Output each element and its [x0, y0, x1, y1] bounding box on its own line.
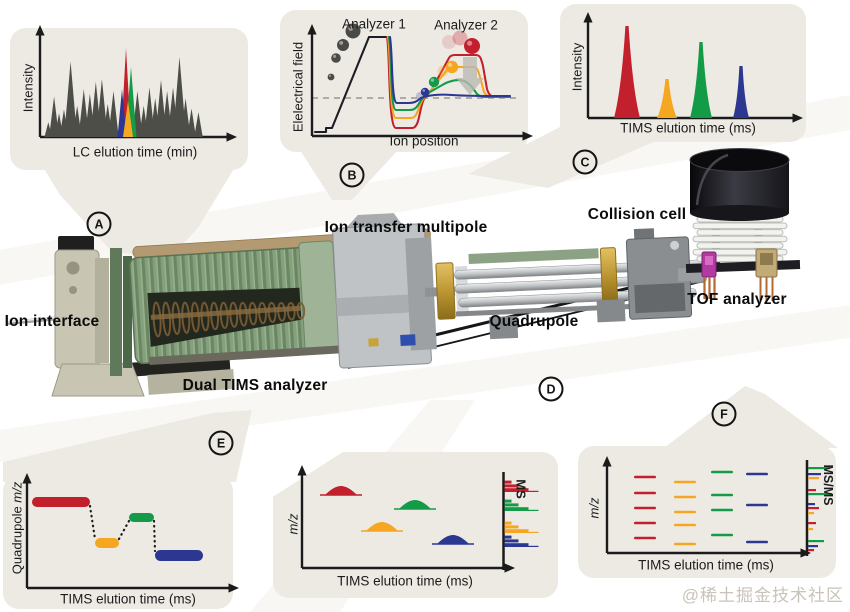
- housing-tab: [346, 213, 403, 228]
- label-collision-cell: Collision cell: [587, 206, 687, 223]
- brass-collar: [435, 262, 456, 320]
- watermark: @稀土掘金技术社区: [681, 586, 844, 605]
- panel-b-xlabel: Ion position: [389, 133, 459, 149]
- panel-b-curve-orange: [386, 35, 512, 120]
- badge-f: F: [711, 401, 737, 427]
- panel-c-xlabel: TIMS elution time (ms): [620, 120, 756, 136]
- panel-b-analyzer2-label: Analyzer 2: [434, 17, 498, 33]
- panel-d-ms-map: [297, 465, 539, 573]
- green-support-bar: [468, 248, 599, 264]
- housing: [332, 213, 437, 369]
- panel-a-chromatogram: [35, 25, 237, 142]
- panel-f-xlabel: TIMS elution time (ms): [638, 557, 774, 573]
- panel-e-funnel: [3, 410, 252, 482]
- panel-f-funnel: [664, 386, 838, 448]
- panel-f-msms-map: [602, 456, 832, 558]
- tof-cylinder-bottom: [690, 205, 789, 221]
- panel-b-ylabel: Elelectrical field: [290, 41, 306, 133]
- collision-cell-block: [625, 228, 693, 320]
- panel-a-xlabel: LC elution time (min): [72, 144, 198, 160]
- pcb-plate: [110, 248, 122, 376]
- housing-shadow: [336, 293, 429, 317]
- dual-tims-body: [128, 228, 431, 366]
- label-tof-analyzer: TOF analyzer: [687, 291, 787, 308]
- label-ion-transfer-multipole: Ion transfer multipole: [324, 219, 488, 236]
- label-ion-interface: Ion interface: [4, 313, 100, 330]
- ion-interface-assembly: [7, 236, 235, 397]
- panel-b-ramp-curve: [313, 35, 389, 134]
- tof-stack: [677, 148, 801, 301]
- badge-d: D: [538, 376, 564, 402]
- panel-a-funnel: [40, 162, 238, 258]
- support-foot: [596, 299, 626, 323]
- support-foot: [489, 315, 519, 340]
- badge-b: B: [339, 162, 365, 188]
- panel-d-corner-cut: [271, 450, 346, 498]
- panel-e-ylabel: Quadrupole m/z: [9, 481, 25, 575]
- badge-c: C: [572, 149, 598, 175]
- bottom-rail: [149, 344, 350, 366]
- blue-connector: [400, 334, 416, 346]
- panel-c-ylabel: Intensity: [569, 42, 585, 92]
- frame-hole: [66, 261, 80, 275]
- panel-b-curves: [312, 35, 516, 134]
- frame-column: [95, 258, 109, 363]
- panel-a-ylabel: Intensity: [20, 63, 36, 113]
- cell-knob: [670, 240, 680, 250]
- panel-b-analyzer1-label: Analyzer 1: [342, 16, 406, 32]
- housing-column: [405, 237, 437, 351]
- magenta-pins: [703, 277, 716, 299]
- frame-hole: [69, 286, 77, 294]
- panel-e-xlabel: TIMS elution time (ms): [60, 591, 196, 607]
- foot: [147, 368, 235, 395]
- yellow-part: [368, 338, 379, 347]
- instrument: [7, 148, 801, 397]
- tan-connector-inner: [760, 253, 773, 265]
- badge-a: A: [86, 211, 112, 237]
- panel-c-funnel: [468, 126, 658, 188]
- magenta-inner: [705, 256, 713, 265]
- connector-pins: [759, 277, 774, 301]
- panel-c-tims-peaks: [583, 12, 803, 123]
- panel-d-xlabel: TIMS elution time (ms): [337, 573, 473, 589]
- tof-cylinder-top: [689, 148, 790, 172]
- panel-d-ms-label: MS: [513, 479, 529, 499]
- panel-b-curve-blue: [388, 35, 512, 105]
- label-dual-tims-analyzer: Dual TIMS analyzer: [182, 377, 328, 394]
- tof-highlight: [695, 153, 729, 206]
- inner-rod: [150, 305, 301, 320]
- panel-e-quad-steps: [22, 473, 239, 593]
- gray-down-arrow: [456, 57, 484, 95]
- cell-front: [634, 282, 686, 314]
- panel-b-curve-green: [387, 35, 512, 112]
- panel-f-ylabel: m/z: [586, 497, 602, 519]
- panel-b-curve-red: [385, 35, 512, 130]
- badge-e: E: [208, 430, 234, 456]
- panel-f-msms-label: MS/MS: [821, 464, 835, 506]
- label-quadrupole: Quadrupole: [489, 313, 579, 330]
- panel-d-ylabel: m/z: [285, 513, 301, 535]
- panel-f-body: [578, 446, 836, 578]
- pcb-plate: [123, 256, 132, 368]
- panel-b-annotations: [307, 23, 533, 141]
